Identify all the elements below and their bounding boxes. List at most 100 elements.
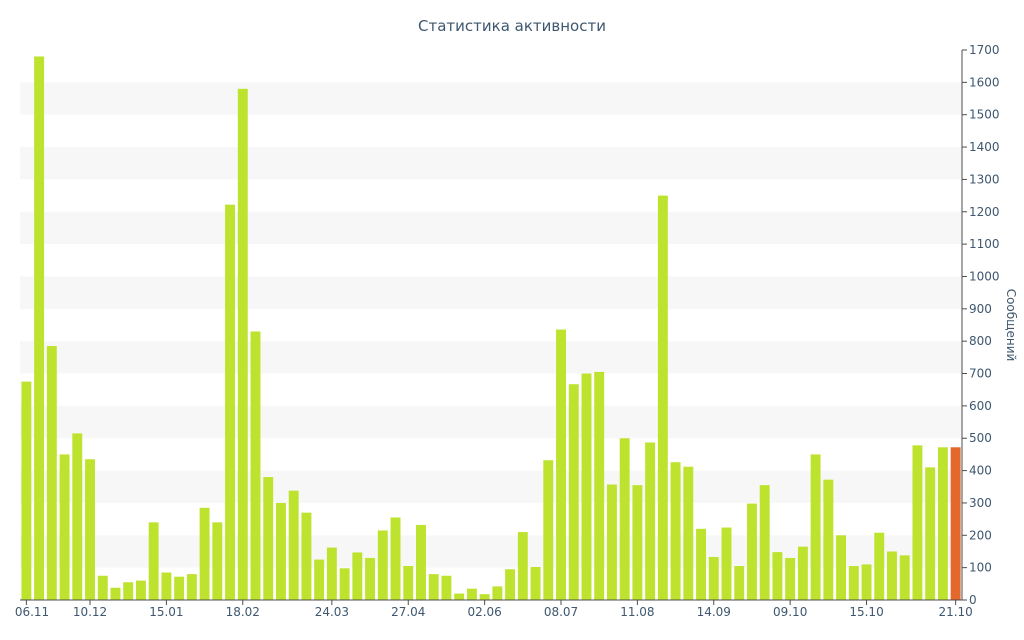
bar[interactable] [135, 580, 146, 600]
bar[interactable] [34, 56, 45, 601]
bar[interactable] [59, 454, 70, 600]
bar[interactable] [645, 442, 656, 600]
bar[interactable] [46, 346, 57, 600]
bar[interactable] [606, 484, 617, 601]
bar[interactable] [581, 373, 592, 600]
bar[interactable] [403, 566, 414, 600]
bar[interactable] [416, 524, 426, 600]
bar[interactable] [174, 576, 185, 600]
bar[interactable] [301, 512, 312, 600]
y-axis: 0 100 200 300 400 500 600 700 800 900 1000 1100 1200… [961, 43, 1000, 607]
bar[interactable] [441, 575, 452, 600]
bar[interactable] [275, 502, 286, 600]
bar[interactable] [517, 532, 528, 600]
bar[interactable] [848, 566, 859, 600]
bar[interactable] [696, 528, 707, 600]
y-tick-label: 900 [969, 302, 992, 316]
bar[interactable] [263, 477, 274, 600]
y-tick-label: 1000 [969, 269, 1000, 283]
bar[interactable] [199, 507, 210, 600]
y-tick-label: 1100 [969, 237, 1000, 251]
grid-band [20, 211, 962, 245]
bar[interactable] [556, 329, 566, 600]
bar[interactable] [683, 466, 694, 600]
bar[interactable] [186, 574, 197, 600]
bar[interactable] [734, 566, 745, 600]
grid-band [20, 147, 962, 180]
y-tick-label: 100 [969, 561, 992, 575]
bar[interactable] [594, 371, 605, 600]
grid-band [20, 276, 962, 309]
bar[interactable] [466, 588, 477, 600]
bar-current[interactable] [950, 447, 961, 600]
bar[interactable] [212, 522, 223, 600]
bar[interactable] [657, 195, 668, 600]
bar[interactable] [250, 331, 261, 600]
bar[interactable] [810, 454, 821, 600]
bar[interactable] [899, 555, 910, 600]
grid-band [20, 82, 962, 115]
bar[interactable] [225, 204, 236, 600]
bar[interactable] [746, 503, 757, 600]
bar[interactable] [352, 552, 363, 600]
bar[interactable] [874, 532, 885, 600]
bar[interactable] [912, 445, 923, 600]
bar[interactable] [772, 552, 783, 600]
x-tick-label: 15.01 [149, 605, 183, 619]
bar[interactable] [543, 460, 554, 600]
bar[interactable] [339, 568, 350, 600]
bar[interactable] [925, 467, 936, 600]
x-tick-label: 24.03 [315, 605, 349, 619]
bar[interactable] [530, 567, 541, 600]
bar[interactable] [110, 587, 121, 600]
bar[interactable] [288, 490, 299, 600]
bar[interactable] [785, 557, 796, 600]
bar[interactable] [836, 535, 847, 600]
bar[interactable] [377, 530, 388, 600]
bar[interactable] [148, 522, 159, 600]
bar[interactable] [454, 593, 465, 600]
bar[interactable] [568, 384, 579, 600]
grid-band [20, 405, 962, 439]
x-tick-label: 11.08 [620, 605, 654, 619]
x-tick-label: 15.10 [849, 605, 883, 619]
y-tick-label: 1300 [969, 172, 1000, 186]
bar[interactable] [428, 574, 439, 600]
bar[interactable] [161, 572, 172, 601]
bar[interactable] [365, 557, 376, 600]
bar[interactable] [85, 459, 95, 600]
bar[interactable] [721, 527, 732, 600]
x-tick-label: 08.07 [544, 605, 578, 619]
bar[interactable] [97, 575, 108, 600]
x-axis: 06.11 10.12 15.01 18.02 24.03 27.04 02.06 08.07… [15, 599, 973, 619]
bar[interactable] [237, 88, 248, 600]
grid-band [20, 470, 962, 503]
bar[interactable] [797, 546, 808, 600]
bar[interactable] [326, 547, 337, 600]
y-tick-label: 0 [969, 593, 977, 607]
bar[interactable] [759, 485, 770, 600]
bar[interactable] [314, 559, 325, 600]
bar[interactable] [390, 517, 401, 601]
bar[interactable] [619, 438, 630, 600]
y-tick-label: 300 [969, 496, 992, 510]
bar[interactable] [887, 551, 897, 600]
bar[interactable] [708, 556, 719, 600]
x-tick-label: 18.02 [226, 605, 260, 619]
bar[interactable] [937, 447, 948, 600]
bar[interactable] [823, 479, 834, 600]
bar[interactable] [21, 381, 32, 600]
bar[interactable] [479, 594, 490, 600]
grid-bands [20, 82, 962, 568]
bars-group [21, 56, 961, 601]
bar[interactable] [670, 462, 681, 600]
bar[interactable] [505, 569, 516, 600]
x-tick-label: 14.09 [697, 605, 731, 619]
bar[interactable] [123, 582, 134, 600]
y-tick-label: 1600 [969, 75, 1000, 89]
y-tick-label: 700 [969, 367, 992, 381]
bar[interactable] [861, 564, 872, 600]
bar[interactable] [72, 433, 83, 600]
bar[interactable] [632, 485, 643, 600]
bar[interactable] [492, 586, 503, 600]
